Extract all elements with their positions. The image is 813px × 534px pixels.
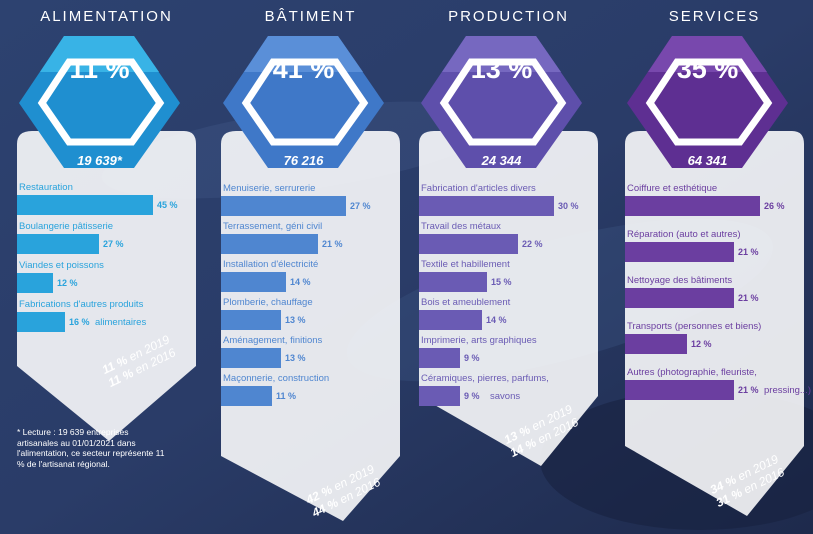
bar-value: 22 % [522, 239, 543, 249]
bar [221, 272, 286, 292]
bar-label: Maçonnerie, construction [223, 373, 330, 384]
column-title: SERVICES [668, 8, 761, 25]
bar-label: Viandes et poissons [19, 260, 104, 271]
bar-value: 12 % [691, 339, 712, 349]
bar-label: Transports (personnes et biens) [627, 321, 762, 332]
bar-label: Installation d'électricité [223, 259, 319, 270]
bar [221, 196, 346, 216]
bar-label: Imprimerie, arts graphiques [421, 335, 537, 346]
bar-label: Terrassement, géni civil [223, 221, 323, 232]
sector-share: 13 % [470, 54, 533, 84]
sector-share: 35 % [676, 54, 739, 84]
bar-value: 45 % [157, 200, 178, 210]
bar [419, 272, 487, 292]
sector-share: 11 % [69, 54, 130, 84]
bar-value: 21 % [738, 247, 759, 257]
bar-value: 14 % [290, 277, 311, 287]
bar-label: Fabrication d'articles divers [421, 183, 536, 194]
column-title: BÂTIMENT [264, 8, 357, 25]
bar-label-continued: pressing...) [764, 385, 811, 396]
bar-value: 30 % [558, 201, 579, 211]
bar-value: 21 % [738, 293, 759, 303]
bar-value: 26 % [764, 201, 785, 211]
bar-chart: Restauration 45 % Boulangerie pâtisserie 27… [14, 0, 199, 534]
bar [221, 310, 281, 330]
bar-value: 27 % [350, 201, 371, 211]
bar-label: Fabrications d'autres produits [19, 299, 144, 310]
bar-label: Aménagement, finitions [223, 335, 323, 346]
bar-label: Restauration [19, 182, 73, 193]
bar-value: 21 % [322, 239, 343, 249]
bar-label: Bois et ameublement [421, 297, 511, 308]
sector-total: 24 344 [481, 153, 522, 168]
bar-label: Céramiques, pierres, parfums, [421, 373, 549, 384]
bar-label: Autres (photographie, fleuriste, [627, 367, 757, 378]
bar-value: 11 % [276, 391, 297, 401]
bar-label: Boulangerie pâtisserie [19, 221, 114, 232]
bar-value: 12 % [57, 278, 78, 288]
bar-value: 13 % [285, 315, 306, 325]
bar [625, 242, 734, 262]
bar-chart: Menuiserie, serrurerie 27 % Terrassement, … [218, 0, 403, 534]
sector-total: 76 216 [283, 153, 324, 168]
bar [419, 310, 482, 330]
bar [625, 288, 734, 308]
bar-chart: Fabrication d'articles divers 30 % Travail… [416, 0, 601, 534]
bar-label: Coiffure et esthétique [627, 183, 718, 194]
bar [221, 386, 272, 406]
bar-label: Travail des métaux [421, 221, 501, 232]
sector-card [625, 36, 804, 516]
bar [625, 334, 687, 354]
sector-card [221, 36, 400, 521]
sector-total: 19 639* [77, 153, 122, 168]
bar-label-continued: savons [490, 391, 521, 402]
bar [17, 195, 153, 215]
column-title: PRODUCTION [448, 8, 569, 25]
bar-label: Textile et habillement [421, 259, 510, 270]
bar-value: 9 % [464, 391, 480, 401]
column-alimentation: ALIMENTATION 11 % 19 639* Restauration 45… [14, 0, 199, 534]
column-title: ALIMENTATION [40, 8, 173, 25]
bar [419, 386, 460, 406]
footnote: * Lecture : 19 639 entreprises artisanal… [17, 427, 165, 469]
bar [221, 234, 318, 254]
bar [419, 234, 518, 254]
bar-chart: Coiffure et esthétique 26 % Réparation (au… [622, 0, 811, 534]
column-production: PRODUCTION 13 % 24 344 Fabrication d'art… [416, 0, 601, 534]
bar-label: Réparation (auto et autres) [627, 229, 741, 240]
bar [17, 273, 53, 293]
bar [419, 348, 460, 368]
bar-label: Menuiserie, serrurerie [223, 183, 316, 194]
bar [17, 312, 65, 332]
bar-value: 16 % [69, 317, 90, 327]
bar [221, 348, 281, 368]
bar-value: 27 % [103, 239, 124, 249]
bar [625, 196, 760, 216]
bar [625, 380, 734, 400]
bar-value: 21 % [738, 385, 759, 395]
column-services: SERVICES 35 % 64 341 Coiffure et esthéti… [622, 0, 811, 534]
bar-value: 13 % [285, 353, 306, 363]
bar-value: 15 % [491, 277, 512, 287]
sector-total: 64 341 [687, 153, 728, 168]
bar [419, 196, 554, 216]
column-batiment: BÂTIMENT 41 % 76 216 Menuiserie, serrure… [218, 0, 403, 534]
bar [17, 234, 99, 254]
bar-value: 9 % [464, 353, 480, 363]
bar-label: Nettoyage des bâtiments [627, 275, 733, 286]
bar-label: Plomberie, chauffage [223, 297, 313, 308]
bar-label-continued: alimentaires [95, 317, 147, 328]
bar-value: 14 % [486, 315, 507, 325]
sector-share: 41 % [272, 54, 335, 84]
